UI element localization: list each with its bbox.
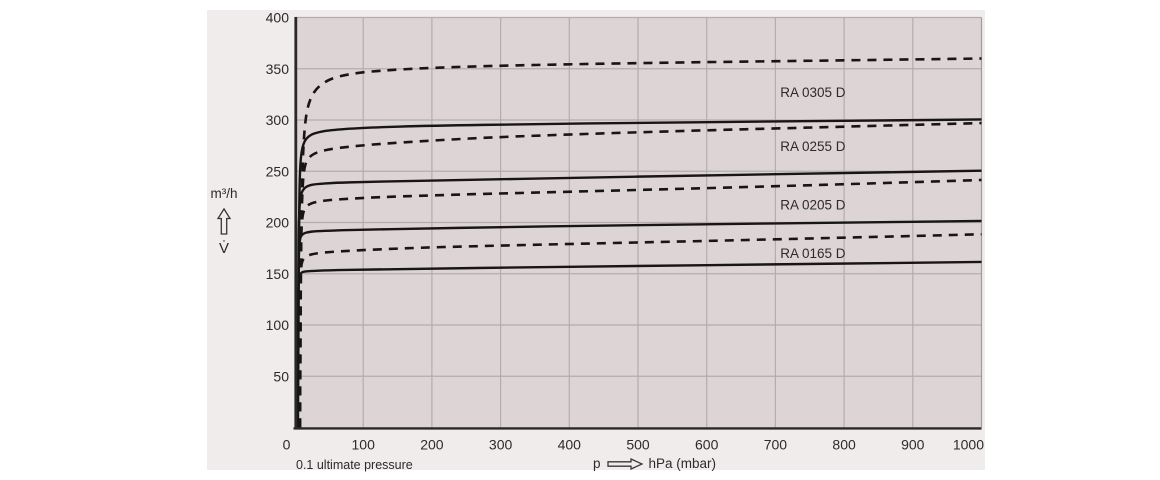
x-tick-label: 200 [420, 437, 444, 453]
y-tick-label: 400 [266, 10, 290, 26]
x-tick-label: 1000 [953, 437, 984, 453]
x-tick-label: 800 [832, 437, 856, 453]
curve-label-ra-0205-d: RA 0205 D [780, 198, 846, 213]
x-tick-label: 300 [489, 437, 513, 453]
right-arrow-icon [606, 457, 643, 470]
curve-label-ra-0165-d: RA 0165 D [780, 246, 846, 261]
y-tick-label: 200 [266, 215, 290, 231]
y-tick-label: 250 [266, 163, 290, 179]
ultimate-pressure-note: 0.1 ultimate pressure [296, 458, 413, 472]
curve-ra-0205-d-dashed [298, 178, 982, 428]
chart-canvas: RA 0305 D RA 0255 D RA 0205 D RA 0165 D 400 3… [266, 10, 985, 453]
y-tick-label: 100 [266, 317, 290, 333]
y-axis-unit: m³/h [210, 186, 238, 201]
up-arrow-icon [217, 208, 231, 235]
curve-ra-0255-d-solid [296, 169, 982, 428]
x-tick-label: 500 [626, 437, 650, 453]
y-tick-label: 300 [266, 112, 290, 128]
curve-ra-0205-d-solid [296, 219, 982, 428]
x-tick-label: 900 [901, 437, 925, 453]
pump-curve-figure: RA 0305 D RA 0255 D RA 0205 D RA 0165 D 400 3… [207, 10, 985, 472]
curve-ra-0305-d-solid [296, 118, 982, 428]
x-tick-label: 0 [283, 437, 291, 453]
curve-label-ra-0305-d: RA 0305 D [780, 85, 846, 100]
x-axis-symbol: p [593, 456, 601, 471]
x-axis-unit: hPa (mbar) [648, 456, 717, 471]
y-tick-label: 150 [266, 266, 290, 282]
x-axis-label: p hPa (mbar) [593, 456, 716, 471]
x-tick-label: 400 [558, 437, 582, 453]
curve-label-ra-0255-d: RA 0255 D [780, 139, 846, 154]
y-axis-unit-block: m³/h V̇ [207, 186, 241, 256]
curve-ra-0255-d-dashed [298, 121, 982, 428]
curve-ra-0165-d-solid [296, 260, 982, 428]
y-axis-symbol: V̇ [218, 240, 229, 257]
y-tick-label: 350 [266, 61, 290, 77]
x-tick-label: 600 [695, 437, 719, 453]
x-tick-label: 700 [764, 437, 788, 453]
curve-ra-0165-d-dashed [297, 232, 982, 428]
y-tick-label: 50 [273, 368, 289, 384]
x-tick-label: 100 [352, 437, 376, 453]
